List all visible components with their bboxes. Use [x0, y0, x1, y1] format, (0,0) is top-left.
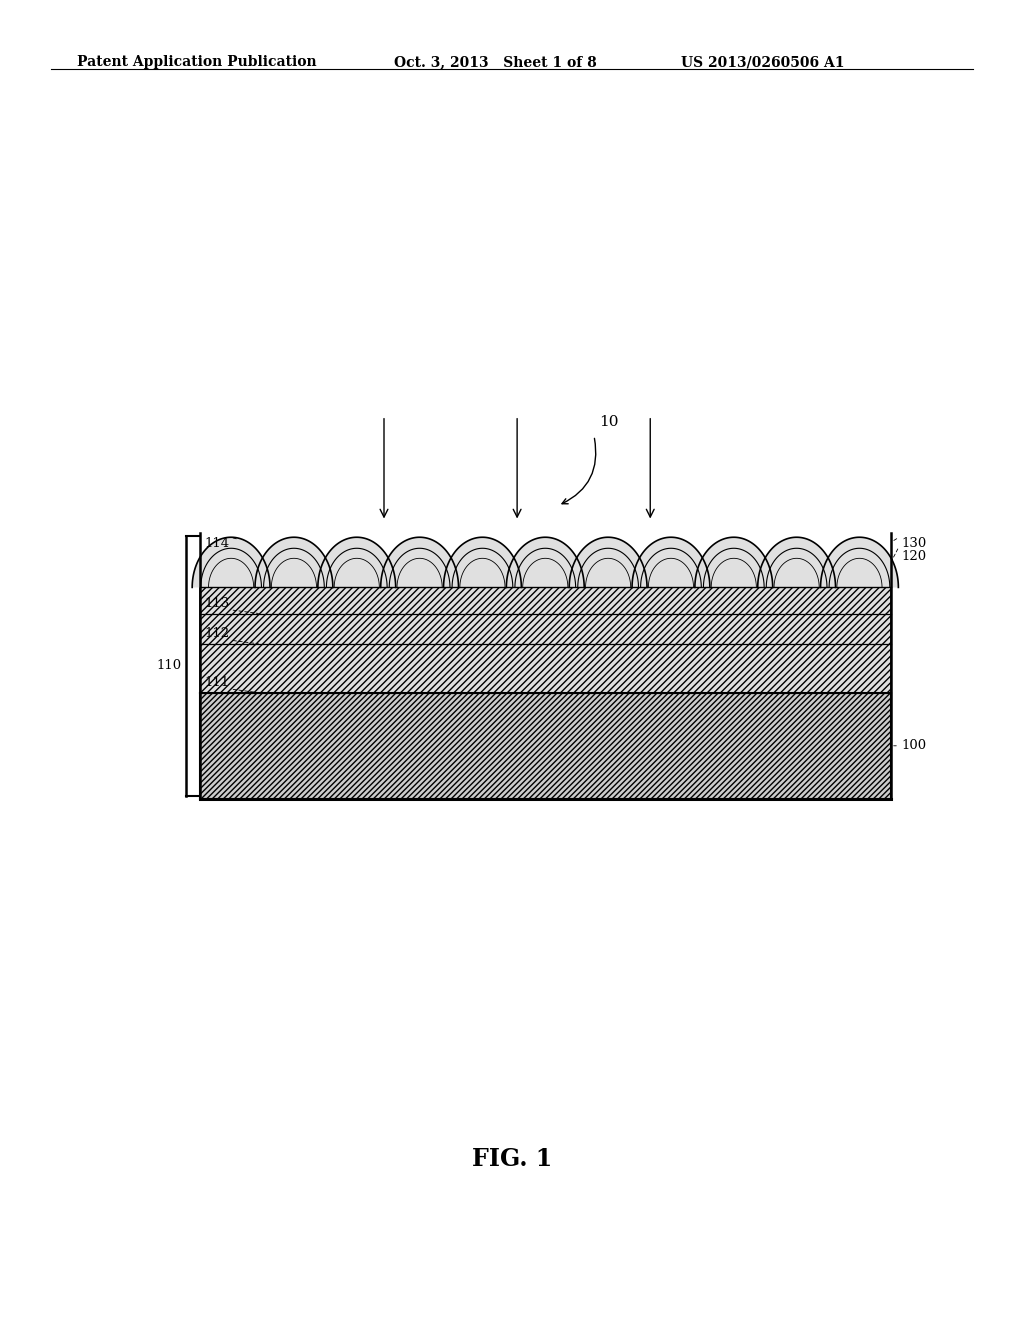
Bar — [200, 587, 891, 693]
Polygon shape — [632, 537, 710, 587]
Text: Patent Application Publication: Patent Application Publication — [77, 55, 316, 70]
Polygon shape — [569, 537, 647, 587]
Polygon shape — [695, 537, 773, 587]
Polygon shape — [255, 537, 333, 587]
Text: 100: 100 — [901, 739, 927, 752]
Polygon shape — [317, 537, 395, 587]
Polygon shape — [820, 537, 898, 587]
FancyArrowPatch shape — [562, 438, 596, 504]
Text: 112: 112 — [205, 627, 230, 640]
Polygon shape — [381, 537, 459, 587]
Polygon shape — [758, 537, 836, 587]
Text: 120: 120 — [901, 550, 927, 564]
Text: 113: 113 — [205, 597, 230, 610]
Polygon shape — [632, 537, 710, 587]
Polygon shape — [443, 537, 521, 587]
Bar — [200, 693, 891, 799]
Polygon shape — [317, 537, 395, 587]
Polygon shape — [193, 537, 270, 587]
Text: FIG. 1: FIG. 1 — [472, 1147, 552, 1171]
Polygon shape — [695, 537, 773, 587]
Text: 110: 110 — [156, 660, 181, 672]
Polygon shape — [569, 537, 647, 587]
Text: Oct. 3, 2013   Sheet 1 of 8: Oct. 3, 2013 Sheet 1 of 8 — [394, 55, 597, 70]
Polygon shape — [443, 537, 521, 587]
Polygon shape — [820, 537, 898, 587]
Text: 130: 130 — [901, 537, 927, 550]
Polygon shape — [381, 537, 459, 587]
Polygon shape — [193, 537, 270, 587]
Polygon shape — [506, 537, 584, 587]
Text: 10: 10 — [599, 414, 618, 429]
Text: 111: 111 — [205, 676, 230, 689]
Polygon shape — [255, 537, 333, 587]
Polygon shape — [506, 537, 584, 587]
Text: 114: 114 — [205, 537, 230, 550]
Text: US 2013/0260506 A1: US 2013/0260506 A1 — [681, 55, 845, 70]
Polygon shape — [758, 537, 836, 587]
